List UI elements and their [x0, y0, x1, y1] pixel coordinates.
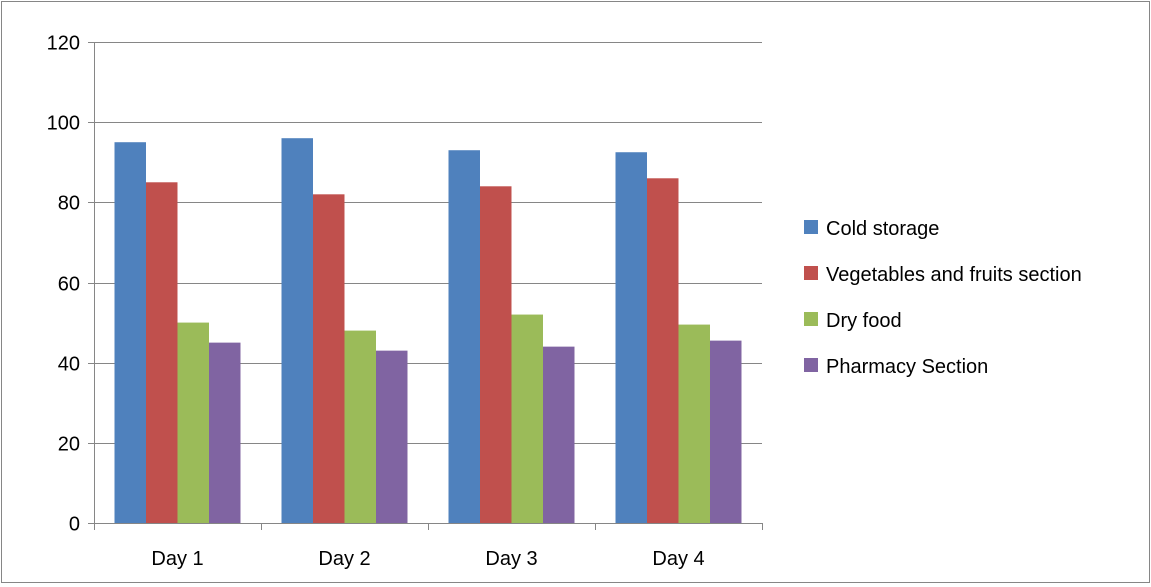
legend-swatch: [804, 266, 818, 280]
legend-swatch: [804, 220, 818, 234]
axes: [88, 42, 763, 530]
legend: Cold storage Vegetables and fruits sectio…: [804, 218, 1082, 378]
y-tick-label: 100: [47, 113, 80, 135]
bar-vegetables-and-fruits-section-day-3: [480, 186, 512, 524]
bar-dry-food-day-2: [344, 330, 376, 523]
x-tick-label: Day 2: [318, 548, 370, 570]
y-tick-label: 0: [69, 514, 80, 536]
bar-cold-storage-day-2: [281, 138, 313, 523]
y-axis-tick-labels: 0 20 40 60 80 100 120: [47, 33, 80, 536]
x-tick-label: Day 1: [151, 548, 203, 570]
bars: [114, 138, 742, 524]
bar-pharmacy-section-day-4: [710, 340, 742, 523]
y-tick-label: 120: [47, 33, 80, 55]
x-tick-label: Day 3: [485, 548, 537, 570]
legend-label: Pharmacy Section: [826, 356, 988, 378]
bar-cold-storage-day-4: [615, 152, 647, 523]
legend-swatch: [804, 358, 818, 372]
legend-label: Vegetables and fruits section: [826, 264, 1082, 286]
legend-swatch: [804, 312, 818, 326]
y-tick-label: 80: [58, 193, 80, 215]
bar-cold-storage-day-3: [448, 150, 480, 523]
bar-pharmacy-section-day-2: [376, 350, 408, 523]
bar-dry-food-day-1: [177, 322, 209, 523]
bar-pharmacy-section-day-3: [543, 346, 575, 523]
y-tick-label: 40: [58, 354, 80, 376]
y-tick-label: 60: [58, 274, 80, 296]
bar-vegetables-and-fruits-section-day-4: [647, 178, 679, 524]
bar-cold-storage-day-1: [114, 142, 146, 524]
bar-dry-food-day-4: [678, 324, 710, 523]
legend-label: Cold storage: [826, 218, 939, 240]
bar-vegetables-and-fruits-section-day-2: [313, 194, 345, 524]
x-axis-tick-labels: Day 1 Day 2 Day 3 Day 4: [151, 548, 704, 570]
legend-label: Dry food: [826, 310, 902, 332]
bar-pharmacy-section-day-1: [209, 342, 241, 523]
y-tick-label: 20: [58, 434, 80, 456]
bar-vegetables-and-fruits-section-day-1: [146, 182, 178, 523]
bar-dry-food-day-3: [511, 314, 543, 523]
x-tick-label: Day 4: [652, 548, 704, 570]
